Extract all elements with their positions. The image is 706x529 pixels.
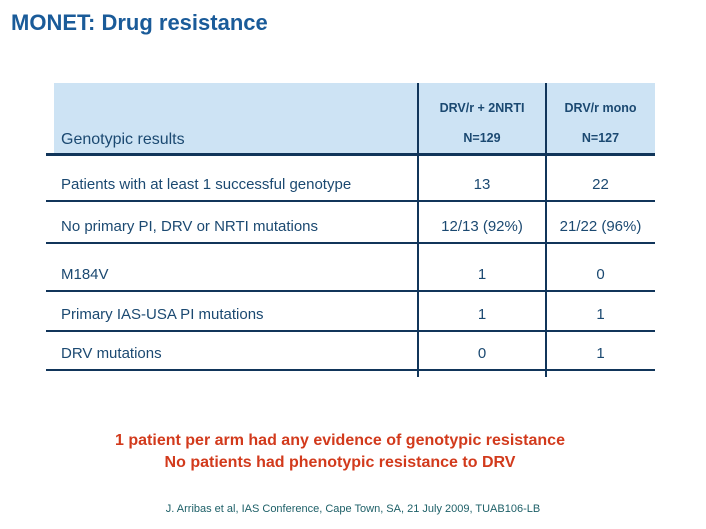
cell-drvr-mono: 22 xyxy=(592,176,609,193)
column-n: N=129 xyxy=(463,131,501,145)
page-title: MONET: Drug resistance xyxy=(11,10,268,35)
cell-drvr-2nrti: 1 xyxy=(477,266,487,283)
table-row-divider xyxy=(46,330,655,332)
row-label: Patients with at least 1 successful geno… xyxy=(61,176,352,193)
column-header-drvr-2nrti: DRV/r + 2NRTI N=129 xyxy=(418,83,546,155)
cell-drvr-2nrti: 13 xyxy=(473,176,491,193)
cell-drvr-2nrti: 1 xyxy=(477,306,487,323)
table-row-divider xyxy=(46,290,655,292)
table-row-divider xyxy=(46,369,655,371)
footer-citation: J. Arribas et al, IAS Conference, Cape T… xyxy=(165,503,541,515)
table-row-divider xyxy=(46,200,655,202)
column-header-drvr-mono: DRV/r mono N=127 xyxy=(546,83,655,155)
table-column-divider xyxy=(417,83,419,377)
table-column-divider xyxy=(545,83,547,377)
table-row-divider xyxy=(46,153,655,156)
row-label: Primary IAS-USA PI mutations xyxy=(61,306,264,323)
summary-text: 1 patient per arm had any evidence of ge… xyxy=(0,430,680,474)
column-n: N=127 xyxy=(581,131,620,145)
row-label: M184V xyxy=(61,266,109,283)
column-name: DRV/r mono xyxy=(564,101,637,115)
cell-drvr-mono: 21/22 (96%) xyxy=(559,218,642,235)
table-row-divider xyxy=(46,242,655,244)
results-table-grid: Genotypic results DRV/r + 2NRTI N=129 DR… xyxy=(54,83,655,371)
cell-drvr-mono: 0 xyxy=(596,266,605,283)
summary-line-2: No patients had phenotypic resistance to… xyxy=(164,454,516,471)
cell-drvr-mono: 1 xyxy=(596,306,605,323)
cell-drvr-mono: 1 xyxy=(596,345,605,362)
column-name: DRV/r + 2NRTI xyxy=(439,101,525,115)
results-table: Genotypic results DRV/r + 2NRTI N=129 DR… xyxy=(54,83,655,371)
row-label: No primary PI, DRV or NRTI mutations xyxy=(61,218,319,235)
summary-line-1: 1 patient per arm had any evidence of ge… xyxy=(115,432,565,449)
cell-drvr-2nrti: 0 xyxy=(477,345,487,362)
table-corner-label: Genotypic results xyxy=(54,83,418,155)
row-label: DRV mutations xyxy=(61,345,162,362)
cell-drvr-2nrti: 12/13 (92%) xyxy=(441,218,523,235)
